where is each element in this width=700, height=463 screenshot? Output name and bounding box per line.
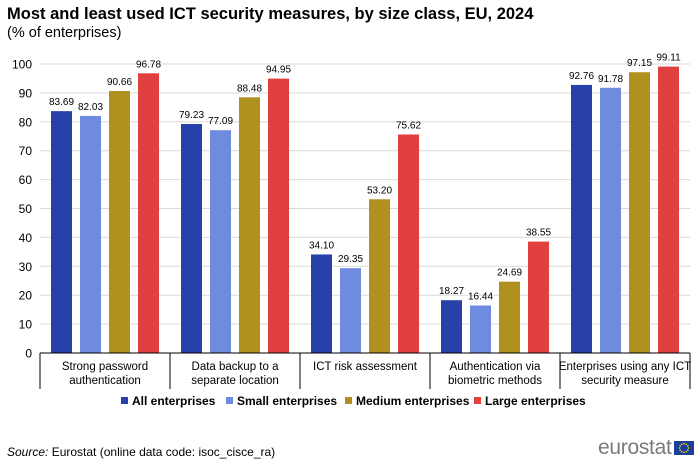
legend-swatch bbox=[121, 397, 128, 404]
y-tick-label: 40 bbox=[19, 231, 33, 245]
data-label: 29.35 bbox=[338, 254, 363, 265]
bar bbox=[499, 281, 520, 353]
bar bbox=[181, 124, 202, 353]
bar bbox=[51, 111, 72, 354]
gridlines bbox=[40, 63, 690, 325]
data-label: 53.20 bbox=[367, 185, 392, 196]
legend-label: Small enterprises bbox=[237, 394, 337, 408]
y-tick-label: 10 bbox=[19, 318, 33, 332]
source-text: Eurostat (online data code: isoc_cisce_r… bbox=[51, 445, 276, 459]
legend-label: All enterprises bbox=[132, 394, 216, 408]
data-label: 24.69 bbox=[497, 268, 522, 279]
bar bbox=[109, 90, 130, 353]
data-label: 18.27 bbox=[439, 286, 464, 297]
y-tick-label: 50 bbox=[19, 202, 33, 216]
bar bbox=[571, 84, 592, 354]
chart-title: Most and least used ICT security measure… bbox=[7, 5, 534, 23]
x-tick-label: Enterprises using any ICT bbox=[559, 361, 691, 373]
bars bbox=[51, 66, 679, 354]
bar bbox=[369, 199, 390, 353]
y-tick-label: 90 bbox=[19, 86, 33, 100]
y-tick-label: 20 bbox=[19, 289, 33, 303]
data-label: 79.23 bbox=[179, 110, 204, 121]
x-tick-label: ICT risk assessment bbox=[313, 361, 418, 373]
x-tick-label: biometric methods bbox=[448, 375, 542, 387]
y-tick-label: 70 bbox=[19, 144, 33, 158]
x-tick-label: security measure bbox=[581, 375, 669, 387]
data-label: 82.03 bbox=[78, 102, 103, 113]
bar bbox=[528, 241, 549, 353]
legend: All enterprises Small enterprises Medium e… bbox=[121, 394, 586, 408]
data-label: 38.55 bbox=[526, 228, 551, 239]
bar bbox=[210, 130, 231, 353]
y-tick-label: 80 bbox=[19, 115, 33, 129]
y-tick-label: 60 bbox=[19, 173, 33, 187]
eurostat-logo: eurostat bbox=[598, 436, 695, 460]
bar bbox=[239, 97, 260, 353]
x-tick-label: Data backup to a bbox=[192, 361, 280, 373]
logo-text: eurostat bbox=[598, 436, 672, 459]
chart-subtitle: (% of enterprises) bbox=[7, 25, 122, 41]
bar-chart: 0 10 20 30 40 50 60 70 80 90 100 83.69 82.03 90.66 96… bbox=[12, 53, 691, 408]
source-label: Source: bbox=[7, 445, 49, 459]
legend-label: Large enterprises bbox=[485, 394, 586, 408]
x-tick-label: authentication bbox=[69, 375, 141, 387]
y-tick-label: 0 bbox=[25, 347, 32, 361]
x-axis: Strong password authentication Data backup… bbox=[39, 352, 691, 389]
data-label: 94.95 bbox=[266, 65, 291, 76]
eu-flag-icon bbox=[674, 441, 695, 455]
data-label: 75.62 bbox=[396, 120, 421, 131]
y-axis-ticks: 0 10 20 30 40 50 60 70 80 90 100 bbox=[12, 58, 32, 361]
bar bbox=[600, 87, 621, 353]
x-tick-label: separate location bbox=[191, 375, 279, 387]
bar bbox=[311, 254, 332, 353]
data-label: 92.76 bbox=[569, 71, 594, 82]
bar bbox=[80, 115, 101, 354]
data-label: 90.66 bbox=[107, 77, 132, 88]
bar bbox=[138, 73, 159, 354]
bar bbox=[398, 134, 419, 353]
x-tick-label: Strong password bbox=[62, 361, 148, 373]
x-tick-label: Authentication via bbox=[450, 361, 541, 373]
legend-label: Medium enterprises bbox=[356, 394, 470, 408]
bar bbox=[340, 268, 361, 353]
data-label: 97.15 bbox=[627, 58, 652, 69]
data-label: 34.10 bbox=[309, 240, 334, 251]
bar bbox=[268, 78, 289, 354]
data-label: 16.44 bbox=[468, 291, 493, 302]
y-tick-label: 100 bbox=[12, 58, 32, 72]
bar bbox=[441, 300, 462, 353]
y-tick-label: 30 bbox=[19, 260, 33, 274]
data-label: 99.11 bbox=[656, 53, 681, 64]
legend-swatch bbox=[474, 397, 481, 404]
bar bbox=[658, 66, 679, 354]
bar bbox=[470, 305, 491, 353]
data-label: 96.78 bbox=[136, 59, 161, 70]
data-label: 83.69 bbox=[49, 97, 74, 108]
data-labels: 83.69 82.03 90.66 96.78 79.23 77.09 88.48 94.95… bbox=[49, 53, 681, 303]
legend-swatch bbox=[345, 397, 352, 404]
bar bbox=[629, 72, 650, 353]
source-note: Source: Eurostat (online data code: isoc… bbox=[7, 445, 275, 459]
data-label: 77.09 bbox=[208, 116, 233, 127]
data-label: 88.48 bbox=[237, 83, 262, 94]
data-label: 91.78 bbox=[598, 74, 623, 85]
legend-swatch bbox=[226, 397, 233, 404]
